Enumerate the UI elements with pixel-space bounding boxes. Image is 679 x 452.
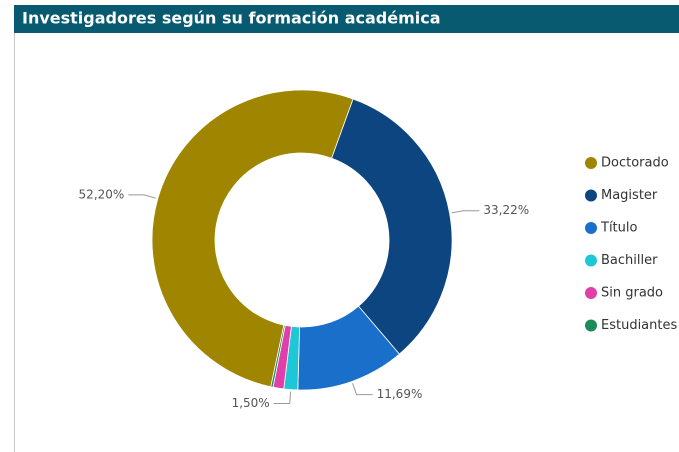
legend-label: Sin grado (601, 286, 663, 301)
leader-line (352, 383, 373, 396)
header-bar (14, 5, 679, 33)
legend-label: Estudiantes (601, 318, 677, 333)
legend-label: Título (600, 221, 638, 236)
legend-swatch (585, 254, 597, 267)
legend-swatch (585, 319, 597, 332)
legend-swatch (585, 157, 597, 169)
legend-label: Bachiller (601, 253, 658, 268)
leader-line (451, 210, 480, 214)
legend-swatch (585, 189, 597, 202)
data-label: 33,22% (483, 203, 529, 217)
chart-title: Investigadores según su formación académ… (22, 9, 441, 28)
legend-swatch (585, 287, 597, 299)
donut-slice (151, 89, 354, 388)
leader-line (128, 194, 156, 199)
leader-line (273, 391, 292, 405)
donut-slice (331, 98, 453, 355)
data-label: 1,50% (232, 396, 270, 410)
donut-slice (270, 324, 286, 388)
data-label: 52,20% (79, 187, 125, 201)
legend-swatch (585, 222, 597, 234)
data-label: 11,69% (377, 387, 423, 401)
legend-label: Doctorado (601, 156, 669, 171)
legend-label: Magister (601, 188, 658, 203)
